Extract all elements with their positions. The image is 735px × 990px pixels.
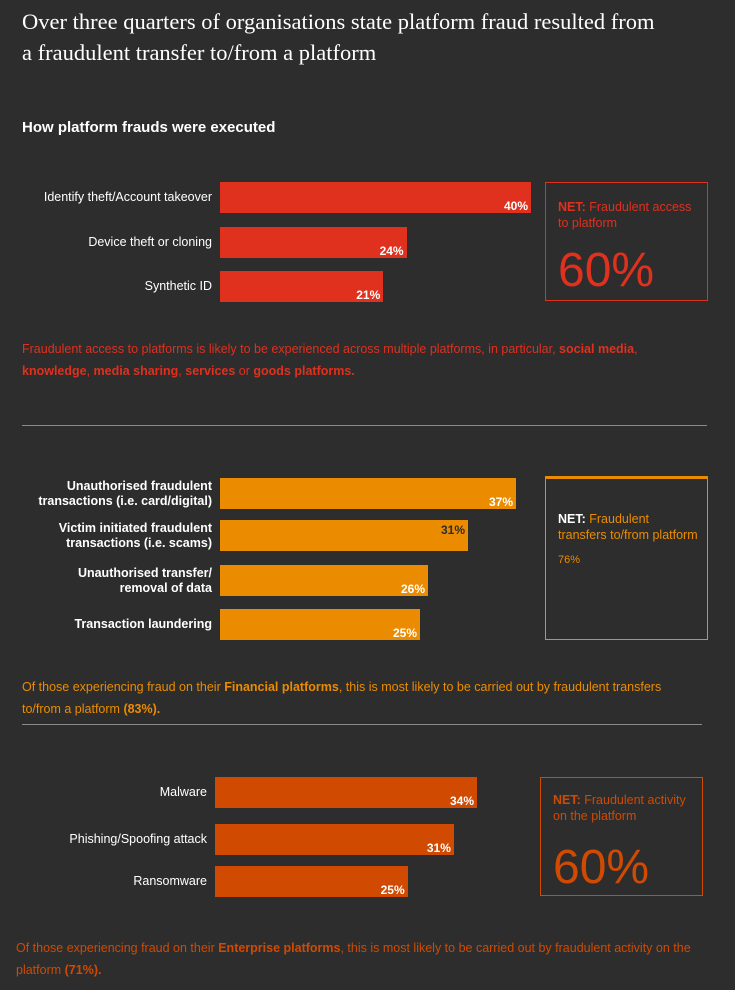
note-text: Financial platforms: [224, 680, 339, 694]
category-label-line: Ransomware: [133, 874, 207, 888]
category-label: Ransomware: [133, 874, 207, 889]
category-label: Synthetic ID: [145, 279, 212, 294]
note-text: Fraudulent access to platforms is likely…: [22, 342, 560, 356]
note-text: , this is most likely to be carried out …: [16, 941, 691, 977]
category-label: Victim initiated fraudulent transactions …: [59, 521, 212, 551]
bar-value-label: 34%: [449, 794, 474, 808]
note-text: or: [235, 364, 254, 378]
chart-note: Of those experiencing fraud on their Fin…: [22, 676, 692, 720]
category-label-line: Device theft or cloning: [88, 235, 212, 249]
bar: [215, 824, 454, 855]
net-label: NET: Fraudulent activity on the platform: [553, 792, 696, 824]
category-label-line: Malware: [159, 785, 207, 799]
category-label: Unauthorised transfer/removal of data: [78, 566, 212, 596]
bar: [220, 609, 420, 640]
net-label: NET: Fraudulent transfers to/from platfo…: [558, 511, 701, 543]
note-text: ,: [86, 364, 94, 378]
category-label-line: Unauthorised fraudulent: [66, 478, 212, 493]
net-label-bold: NET:: [558, 200, 586, 214]
chart-subtitle: How platform frauds were executed: [22, 119, 276, 136]
net-label-bold: NET:: [558, 512, 586, 526]
category-label: Transaction laundering: [74, 617, 212, 632]
section-divider: [22, 425, 707, 426]
net-value: 60%: [558, 244, 655, 297]
note-text: (83%).: [123, 702, 161, 716]
category-label-line: Phishing/Spoofing attack: [69, 832, 207, 846]
category-label: Unauthorised fraudulent transactions (i.e…: [38, 479, 212, 509]
bar-value-label: 31%: [440, 523, 465, 537]
net-label-text: Fraudulent activity on the platform: [553, 793, 686, 823]
bar: [220, 520, 468, 551]
category-label: Malware: [160, 785, 207, 800]
bar: [220, 227, 407, 258]
category-label-line: transactions (i.e. scams): [66, 535, 212, 550]
section-divider: [22, 724, 702, 725]
note-text: ,: [178, 364, 186, 378]
net-box: NET: Fraudulent access to platform 60%: [545, 182, 708, 301]
note-text: (71%).: [64, 963, 102, 977]
category-label-line: Identify theft/Account takeover: [43, 190, 212, 204]
note-text: Of those experiencing fraud on their: [22, 680, 225, 694]
headline: Over three quarters of organisations sta…: [22, 9, 655, 65]
note-text: goods platforms.: [253, 364, 355, 378]
category-label-line: Transaction laundering: [74, 617, 212, 631]
bar-value-label: 21%: [356, 288, 381, 302]
bar: [215, 866, 408, 897]
bar-value-label: 24%: [379, 244, 404, 258]
bar: [220, 565, 428, 596]
category-label: Phishing/Spoofing attack: [69, 832, 207, 847]
chart-note: Of those experiencing fraud on their Ent…: [16, 937, 696, 981]
net-label-bold: NET:: [553, 793, 581, 807]
note-text: services: [185, 364, 236, 378]
category-label-line: transactions (i.e. card/digital): [38, 493, 212, 508]
bar-value-label: 31%: [426, 841, 451, 855]
category-label-line: Victim initiated fraudulent: [58, 520, 212, 535]
net-value: 60%: [553, 841, 650, 894]
category-label-line: Synthetic ID: [144, 279, 212, 293]
net-value: 76%: [558, 554, 581, 566]
note-text: Enterprise platforms: [218, 941, 341, 955]
bar: [220, 182, 531, 213]
net-label: NET: Fraudulent access to platform: [558, 199, 701, 231]
bar-value-label: 40%: [503, 199, 528, 213]
bar: [220, 271, 384, 302]
bar-value-label: 26%: [400, 582, 425, 596]
note-text: , this is most likely to be carried out …: [22, 680, 662, 716]
category-label-line: Unauthorised transfer/: [77, 565, 212, 580]
bar-value-label: 37%: [488, 495, 513, 509]
note-text: knowledge: [22, 364, 87, 378]
bar-value-label: 25%: [380, 883, 405, 897]
bar: [215, 777, 477, 808]
net-box: NET: Fraudulent activity on the platform…: [540, 777, 703, 896]
net-label-text: Fraudulent transfers to/from platform: [558, 512, 698, 542]
category-label: Device theft or cloning: [88, 235, 212, 250]
note-text: media sharing: [93, 364, 179, 378]
chart-note: Fraudulent access to platforms is likely…: [22, 338, 702, 382]
category-label: Identify theft/Account takeover: [44, 190, 212, 205]
note-text: ,: [634, 342, 638, 356]
note-text: Of those experiencing fraud on their: [16, 941, 219, 955]
category-label-line: removal of data: [119, 580, 212, 595]
bar-value-label: 25%: [392, 626, 417, 640]
net-box: NET: Fraudulent transfers to/from platfo…: [545, 476, 708, 640]
note-text: social media: [559, 342, 635, 356]
net-label-text: Fraudulent access to platform: [558, 200, 692, 230]
bar: [220, 478, 516, 509]
